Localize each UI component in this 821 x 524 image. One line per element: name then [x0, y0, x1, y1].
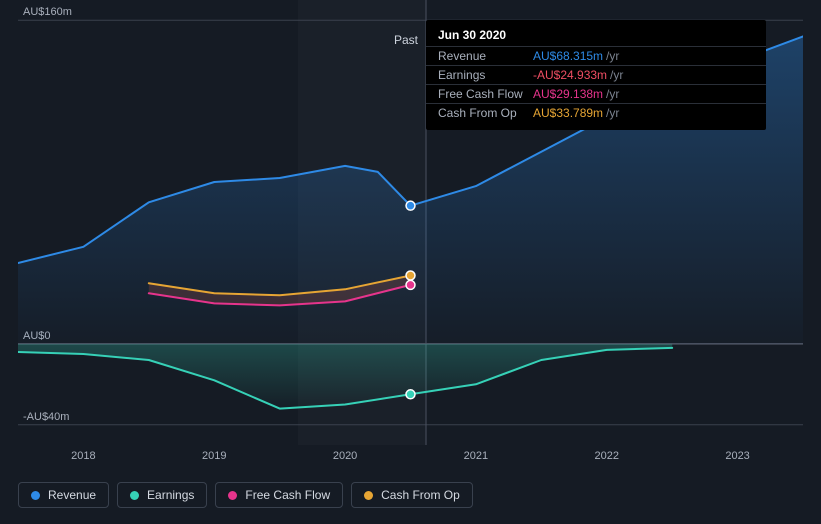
legend-item[interactable]: Free Cash Flow: [215, 482, 343, 508]
hover-tooltip: Jun 30 2020 RevenueAU$68.315m/yrEarnings…: [426, 20, 766, 130]
legend-swatch: [130, 491, 139, 500]
chart-legend: Revenue Earnings Free Cash Flow Cash From O…: [18, 482, 473, 508]
svg-text:2021: 2021: [464, 450, 488, 462]
tooltip-unit: /yr: [606, 87, 619, 101]
svg-text:2023: 2023: [725, 450, 749, 462]
tooltip-date: Jun 30 2020: [426, 28, 766, 46]
legend-label: Earnings: [147, 488, 194, 502]
tooltip-unit: /yr: [610, 68, 623, 82]
svg-text:2020: 2020: [333, 450, 357, 462]
svg-text:-AU$40m: -AU$40m: [23, 411, 69, 423]
tooltip-row: RevenueAU$68.315m/yr: [426, 46, 766, 65]
legend-swatch: [228, 491, 237, 500]
legend-item[interactable]: Cash From Op: [351, 482, 473, 508]
tooltip-metric-label: Revenue: [438, 49, 533, 63]
legend-label: Cash From Op: [381, 488, 460, 502]
svg-text:2022: 2022: [595, 450, 619, 462]
tooltip-metric-label: Cash From Op: [438, 106, 533, 120]
tooltip-unit: /yr: [606, 49, 619, 63]
tooltip-metric-value: AU$33.789m: [533, 106, 603, 120]
legend-label: Free Cash Flow: [245, 488, 330, 502]
tooltip-metric-value: AU$68.315m: [533, 49, 603, 63]
legend-item[interactable]: Earnings: [117, 482, 207, 508]
tooltip-unit: /yr: [606, 106, 619, 120]
tooltip-metric-value: AU$29.138m: [533, 87, 603, 101]
legend-item[interactable]: Revenue: [18, 482, 109, 508]
legend-swatch: [364, 491, 373, 500]
legend-label: Revenue: [48, 488, 96, 502]
tooltip-metric-label: Free Cash Flow: [438, 87, 533, 101]
tooltip-row: Cash From OpAU$33.789m/yr: [426, 103, 766, 122]
tooltip-metric-value: -AU$24.933m: [533, 68, 607, 82]
svg-text:2019: 2019: [202, 450, 226, 462]
svg-text:2018: 2018: [71, 450, 95, 462]
tooltip-row: Earnings-AU$24.933m/yr: [426, 65, 766, 84]
tooltip-metric-label: Earnings: [438, 68, 533, 82]
svg-text:AU$160m: AU$160m: [23, 6, 72, 18]
svg-text:Past: Past: [394, 33, 419, 47]
legend-swatch: [31, 491, 40, 500]
tooltip-row: Free Cash FlowAU$29.138m/yr: [426, 84, 766, 103]
